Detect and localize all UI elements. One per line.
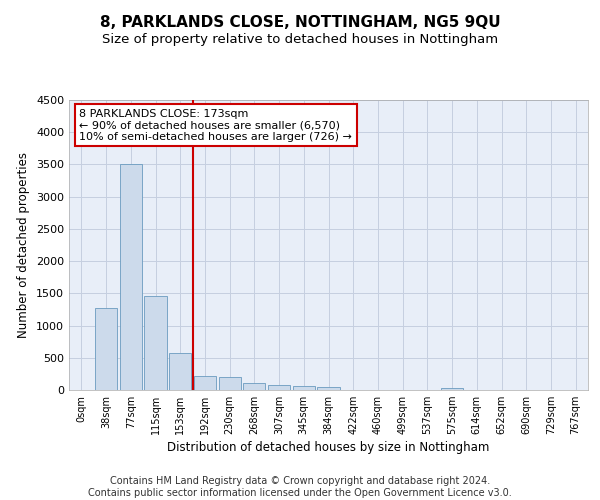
Bar [317,388,340,390]
X-axis label: Distribution of detached houses by size in Nottingham: Distribution of detached houses by size … [167,442,490,454]
Bar [218,377,241,390]
Text: 8 PARKLANDS CLOSE: 173sqm
← 90% of detached houses are smaller (6,570)
10% of se: 8 PARKLANDS CLOSE: 173sqm ← 90% of detac… [79,108,352,142]
Bar [268,386,290,390]
Bar [119,164,142,390]
Bar [243,383,265,390]
Text: 8, PARKLANDS CLOSE, NOTTINGHAM, NG5 9QU: 8, PARKLANDS CLOSE, NOTTINGHAM, NG5 9QU [100,15,500,30]
Bar [293,386,315,390]
Bar [145,296,167,390]
Bar [95,308,117,390]
Bar [441,388,463,390]
Text: Size of property relative to detached houses in Nottingham: Size of property relative to detached ho… [102,32,498,46]
Bar [169,352,191,390]
Bar [194,376,216,390]
Text: Contains HM Land Registry data © Crown copyright and database right 2024.
Contai: Contains HM Land Registry data © Crown c… [88,476,512,498]
Y-axis label: Number of detached properties: Number of detached properties [17,152,31,338]
